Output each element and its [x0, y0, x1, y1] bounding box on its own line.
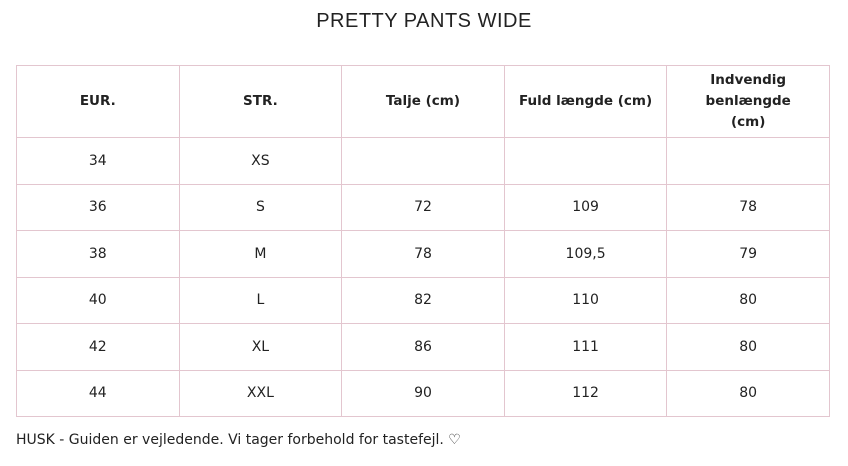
table-row: 42 XL 86 111 80	[16, 323, 830, 371]
table-cell: 34	[16, 137, 180, 185]
column-header: STR.	[178, 65, 343, 138]
footer-note: HUSK - Guiden er vejledende. Vi tager fo…	[16, 432, 461, 448]
table-cell: 82	[341, 276, 505, 324]
table-row: 38 M 78 109,5 79	[16, 230, 830, 278]
table-cell: S	[178, 183, 343, 231]
table-cell	[503, 137, 668, 185]
table-row: 44 XXL 90 112 80	[16, 369, 830, 417]
table-cell: 40	[16, 276, 180, 324]
column-header: Indvendig benlængde (cm)	[666, 65, 830, 138]
table-cell: XS	[178, 137, 343, 185]
size-table: EUR. STR. Talje (cm) Fuld længde (cm) Indven…	[16, 65, 830, 417]
table-cell: 42	[16, 323, 180, 371]
table-cell: 90	[341, 369, 505, 417]
table-cell: M	[178, 230, 343, 278]
table-cell: XXL	[178, 369, 343, 417]
table-cell: 109	[503, 183, 668, 231]
header-row: EUR. STR. Talje (cm) Fuld længde (cm) Indven…	[16, 65, 830, 138]
table-cell	[341, 137, 505, 185]
table-cell: 109,5	[503, 230, 668, 278]
table-cell: 38	[16, 230, 180, 278]
table-cell: 80	[666, 323, 830, 371]
table-cell: 78	[341, 230, 505, 278]
table-cell: 36	[16, 183, 180, 231]
table-row: 36 S 72 109 78	[16, 183, 830, 231]
table-cell: 112	[503, 369, 668, 417]
table-cell: 110	[503, 276, 668, 324]
table-cell: 72	[341, 183, 505, 231]
table-cell: 86	[341, 323, 505, 371]
table-row: 34 XS	[16, 137, 830, 185]
table-cell: 79	[666, 230, 830, 278]
table-cell: 80	[666, 276, 830, 324]
table-cell: 111	[503, 323, 668, 371]
table-cell: 78	[666, 183, 830, 231]
column-header: EUR.	[16, 65, 180, 138]
table-cell: 80	[666, 369, 830, 417]
table-row: 40 L 82 110 80	[16, 276, 830, 324]
page-title: PRETTY PANTS WIDE	[316, 10, 532, 32]
column-header: Talje (cm)	[341, 65, 505, 138]
table-cell	[666, 137, 830, 185]
column-header: Fuld længde (cm)	[503, 65, 668, 138]
table-cell: L	[178, 276, 343, 324]
table-cell: XL	[178, 323, 343, 371]
table-cell: 44	[16, 369, 180, 417]
